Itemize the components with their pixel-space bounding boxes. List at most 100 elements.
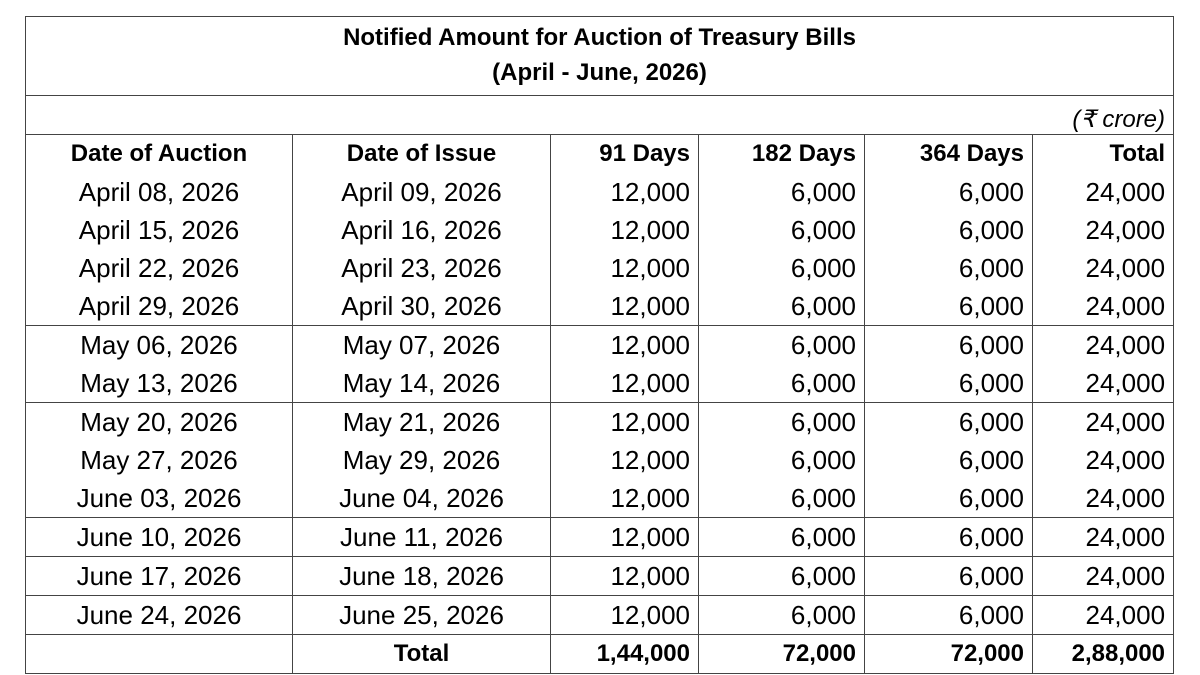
totals-row: Total 1,44,000 72,000 72,000 2,88,000 xyxy=(25,634,1175,674)
cell-364-days: 6,000 xyxy=(864,441,1033,479)
cell-182-days: 6,000 xyxy=(698,441,865,479)
cell-date-of-issue: June 11, 2026 xyxy=(292,517,551,557)
cell-182-days: 6,000 xyxy=(698,595,865,635)
cell-91-days: 12,000 xyxy=(550,249,699,287)
table-row: April 08, 2026 April 09, 2026 12,000 6,000 6… xyxy=(25,173,1175,211)
cell-date-of-auction: June 24, 2026 xyxy=(25,595,293,635)
cell-364-days: 6,000 xyxy=(864,287,1033,326)
table-row: June 10, 2026 June 11, 2026 12,000 6,000 6,0… xyxy=(25,517,1175,557)
cell-91-days: 12,000 xyxy=(550,364,699,403)
cell-date-of-issue: April 23, 2026 xyxy=(292,249,551,287)
header-182-days: 182 Days xyxy=(698,134,865,173)
cell-date-of-auction: April 15, 2026 xyxy=(25,211,293,249)
cell-182-days: 6,000 xyxy=(698,287,865,326)
table-row: May 27, 2026 May 29, 2026 12,000 6,000 6,000… xyxy=(25,441,1175,479)
cell-182-days: 6,000 xyxy=(698,556,865,596)
cell-total: 24,000 xyxy=(1032,364,1175,403)
cell-182-days: 6,000 xyxy=(698,173,865,211)
cell-91-days: 12,000 xyxy=(550,173,699,211)
cell-91-days: 12,000 xyxy=(550,595,699,635)
cell-date-of-issue: May 07, 2026 xyxy=(292,325,551,364)
cell-date-of-auction: June 10, 2026 xyxy=(25,517,293,557)
cell-182-days: 6,000 xyxy=(698,325,865,364)
header-91-days: 91 Days xyxy=(550,134,699,173)
cell-91-days: 12,000 xyxy=(550,517,699,557)
cell-total: 24,000 xyxy=(1032,441,1175,479)
cell-date-of-issue: April 30, 2026 xyxy=(292,287,551,326)
cell-364-days: 6,000 xyxy=(864,173,1033,211)
cell-date-of-auction: June 03, 2026 xyxy=(25,479,293,518)
totals-91-days: 1,44,000 xyxy=(550,634,699,674)
title-line-1: Notified Amount for Auction of Treasury … xyxy=(343,24,856,52)
unit-row: (₹ crore) xyxy=(24,95,1175,135)
cell-date-of-auction: June 17, 2026 xyxy=(25,556,293,596)
cell-total: 24,000 xyxy=(1032,402,1175,441)
cell-364-days: 6,000 xyxy=(864,517,1033,557)
table-row: April 22, 2026 April 23, 2026 12,000 6,000 6… xyxy=(25,249,1175,287)
cell-date-of-auction: May 27, 2026 xyxy=(25,441,293,479)
header-date-of-auction: Date of Auction xyxy=(25,134,293,173)
cell-total: 24,000 xyxy=(1032,287,1175,326)
header-364-days: 364 Days xyxy=(864,134,1033,173)
totals-364-days: 72,000 xyxy=(864,634,1033,674)
cell-364-days: 6,000 xyxy=(864,402,1033,441)
title-line-2: (April - June, 2026) xyxy=(492,59,707,86)
cell-91-days: 12,000 xyxy=(550,441,699,479)
cell-364-days: 6,000 xyxy=(864,595,1033,635)
cell-364-days: 6,000 xyxy=(864,325,1033,364)
cell-182-days: 6,000 xyxy=(698,364,865,403)
table-title: Notified Amount for Auction of Treasury … xyxy=(24,16,1175,96)
table-row: May 06, 2026 May 07, 2026 12,000 6,000 6,000… xyxy=(25,325,1175,364)
table-row: May 20, 2026 May 21, 2026 12,000 6,000 6,000… xyxy=(25,402,1175,441)
cell-date-of-issue: May 29, 2026 xyxy=(292,441,551,479)
totals-grand-total: 2,88,000 xyxy=(1032,634,1175,674)
cell-364-days: 6,000 xyxy=(864,364,1033,403)
header-date-of-issue: Date of Issue xyxy=(292,134,551,173)
cell-91-days: 12,000 xyxy=(550,402,699,441)
cell-date-of-issue: June 04, 2026 xyxy=(292,479,551,518)
totals-182-days: 72,000 xyxy=(698,634,865,674)
cell-total: 24,000 xyxy=(1032,595,1175,635)
cell-date-of-issue: April 16, 2026 xyxy=(292,211,551,249)
header-row: Date of Auction Date of Issue 91 Days 18… xyxy=(25,134,1175,173)
cell-date-of-auction: May 13, 2026 xyxy=(25,364,293,403)
cell-364-days: 6,000 xyxy=(864,556,1033,596)
cell-date-of-auction: April 08, 2026 xyxy=(25,173,293,211)
cell-91-days: 12,000 xyxy=(550,287,699,326)
table-row: June 17, 2026 June 18, 2026 12,000 6,000 6,0… xyxy=(25,556,1175,596)
cell-date-of-auction: May 06, 2026 xyxy=(25,325,293,364)
table-row: June 24, 2026 June 25, 2026 12,000 6,000 6,0… xyxy=(25,595,1175,635)
cell-364-days: 6,000 xyxy=(864,249,1033,287)
cell-total: 24,000 xyxy=(1032,211,1175,249)
cell-total: 24,000 xyxy=(1032,173,1175,211)
cell-91-days: 12,000 xyxy=(550,325,699,364)
cell-182-days: 6,000 xyxy=(698,211,865,249)
totals-blank-cell xyxy=(25,634,293,674)
cell-364-days: 6,000 xyxy=(864,211,1033,249)
table-row: April 15, 2026 April 16, 2026 12,000 6,000 6… xyxy=(25,211,1175,249)
table-row: May 13, 2026 May 14, 2026 12,000 6,000 6,000… xyxy=(25,364,1175,403)
cell-total: 24,000 xyxy=(1032,517,1175,557)
cell-total: 24,000 xyxy=(1032,479,1175,518)
cell-date-of-auction: May 20, 2026 xyxy=(25,402,293,441)
cell-364-days: 6,000 xyxy=(864,479,1033,518)
cell-91-days: 12,000 xyxy=(550,211,699,249)
cell-date-of-issue: May 21, 2026 xyxy=(292,402,551,441)
cell-total: 24,000 xyxy=(1032,249,1175,287)
title-row: Notified Amount for Auction of Treasury … xyxy=(24,16,1175,96)
cell-91-days: 12,000 xyxy=(550,556,699,596)
cell-182-days: 6,000 xyxy=(698,249,865,287)
unit-note: (₹ crore) xyxy=(24,95,1175,135)
cell-182-days: 6,000 xyxy=(698,402,865,441)
cell-date-of-issue: April 09, 2026 xyxy=(292,173,551,211)
cell-date-of-issue: June 25, 2026 xyxy=(292,595,551,635)
header-total: Total xyxy=(1032,134,1175,173)
cell-date-of-auction: April 29, 2026 xyxy=(25,287,293,326)
table-row: June 03, 2026 June 04, 2026 12,000 6,000 6,0… xyxy=(25,479,1175,518)
totals-label: Total xyxy=(292,634,551,674)
cell-182-days: 6,000 xyxy=(698,479,865,518)
cell-date-of-issue: May 14, 2026 xyxy=(292,364,551,403)
cell-date-of-auction: April 22, 2026 xyxy=(25,249,293,287)
cell-91-days: 12,000 xyxy=(550,479,699,518)
